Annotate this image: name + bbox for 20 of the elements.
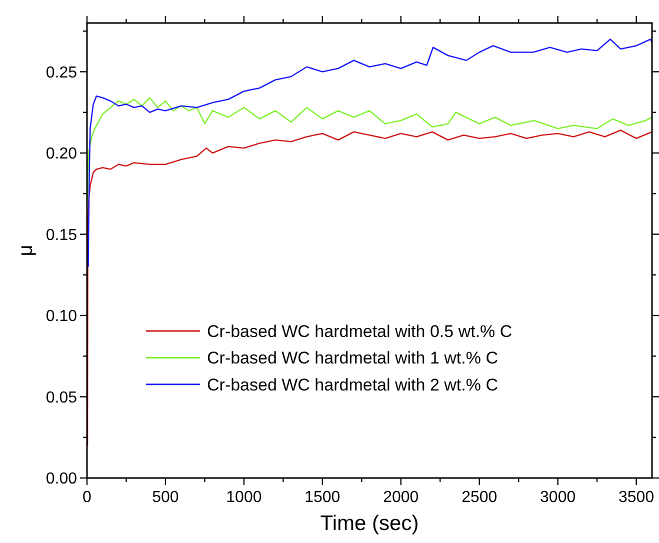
y-tick-label: 0.20	[46, 146, 78, 163]
y-tick-label: 0.00	[46, 470, 78, 488]
legend-label: Cr-based WC hardmetal with 0.5 wt.% C	[207, 322, 512, 341]
line-series	[88, 38, 652, 268]
x-axis-title: Time (sec)	[320, 512, 419, 535]
x-tick-label: 2000	[383, 489, 419, 506]
x-tick-label: 3500	[618, 489, 654, 506]
x-tick-label: 1500	[304, 489, 340, 506]
x-tick-label: 3000	[540, 489, 576, 506]
y-tick-label: 0.25	[46, 64, 78, 82]
x-tick-label: 500	[152, 489, 179, 506]
x-tick-label: 0	[82, 489, 92, 506]
legend-label: Cr-based WC hardmetal with 1 wt.% C	[207, 348, 498, 368]
y-tick-label: 0.15	[46, 226, 78, 244]
x-tick-label: 2500	[462, 489, 498, 506]
y-tick-label: 0.05	[46, 389, 78, 406]
x-tick-label: 1000	[226, 489, 262, 506]
y-axis-title: μ	[15, 244, 37, 256]
legend-label: Cr-based WC hardmetal with 2 wt.% C	[207, 375, 498, 394]
y-tick-label: 0.10	[46, 308, 78, 326]
